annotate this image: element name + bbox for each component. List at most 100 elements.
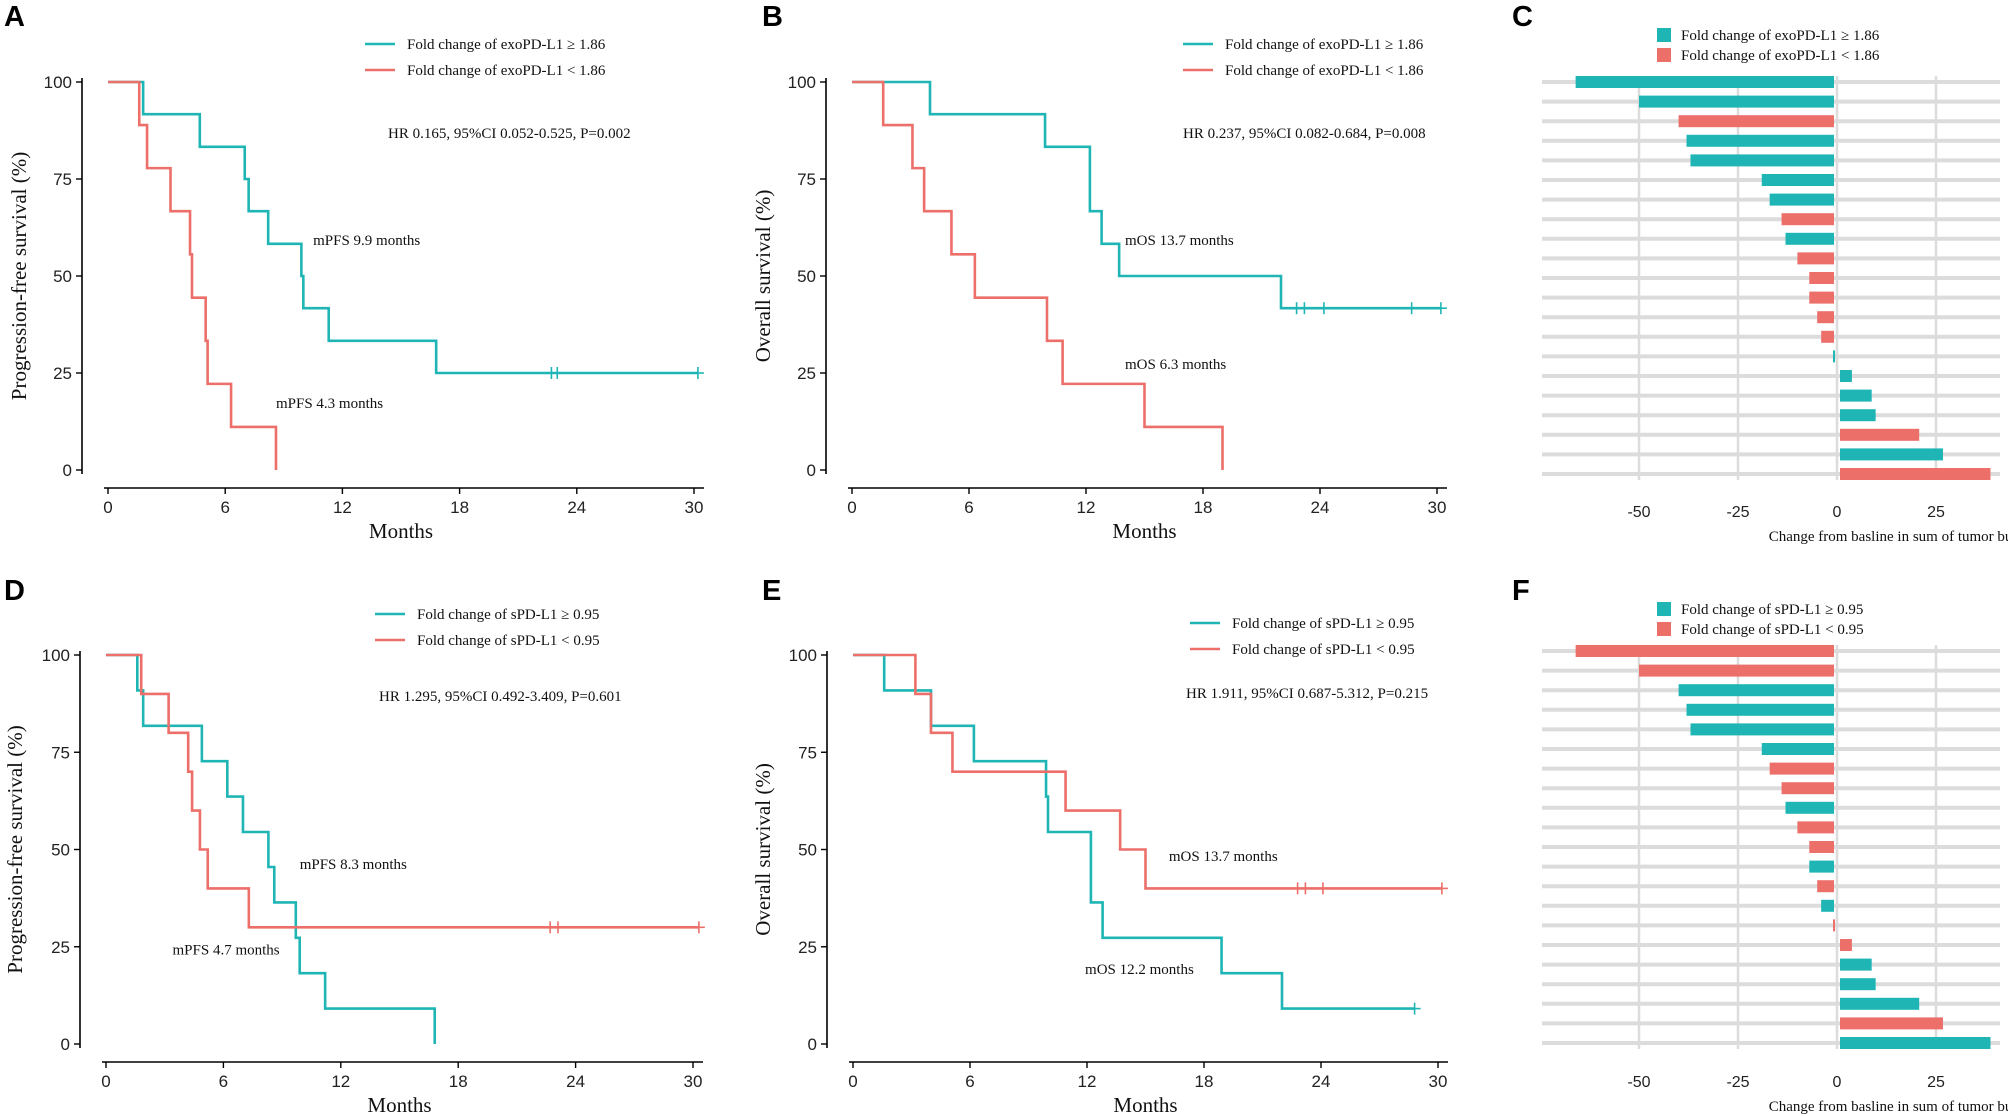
y-axis-label-e: Overall survival (%)	[751, 763, 775, 936]
x-tick-label-d: 0	[101, 1072, 110, 1091]
waterfall-bar-c	[1785, 232, 1834, 245]
panel-b: B 0 25 50 75 100 0 6 12 18 24 30 Months Overall surv…	[751, 1, 1447, 543]
hr-stats-d: HR 1.295, 95%CI 0.492-3.409, P=0.601	[379, 689, 622, 705]
km-curve-high-e	[853, 653, 1415, 1010]
waterfall-bar-c	[1840, 409, 1876, 422]
y-tick-label-a: 0	[63, 461, 72, 480]
x-tick-label-a: 12	[333, 498, 352, 517]
x-tick-label-e: 18	[1195, 1072, 1214, 1091]
median-annotation-d: mPFS 4.7 months	[173, 943, 280, 959]
legend-label-low-f: Fold change of sPD-L1 < 0.95	[1681, 622, 1864, 638]
waterfall-bar-c	[1821, 330, 1834, 343]
x-tick-label-b: 0	[847, 498, 856, 517]
y-axis-label-a: Progression-free survival (%)	[7, 152, 31, 400]
waterfall-bar-f	[1686, 703, 1834, 716]
x-tick-label-b: 12	[1077, 498, 1096, 517]
median-annotation-a: mPFS 9.9 months	[313, 233, 420, 249]
panel-e: E 0 25 50 75 100 0 6 12 18 24 30 Months Overall surv…	[751, 575, 1448, 1116]
x-tick-label-b: 18	[1194, 498, 1213, 517]
km-curve-low-a	[108, 80, 278, 470]
waterfall-bar-c	[1817, 311, 1834, 324]
waterfall-bar-f	[1761, 743, 1834, 755]
x-tick-label-f: 25	[1927, 1074, 1945, 1091]
waterfall-bar-f	[1769, 762, 1834, 775]
median-annotation-b: mOS 13.7 months	[1125, 233, 1234, 249]
x-tick-label-e: 12	[1078, 1072, 1097, 1091]
waterfall-bar-c	[1840, 448, 1943, 461]
waterfall-bar-c	[1833, 350, 1836, 363]
y-tick-label-b: 100	[788, 73, 816, 92]
waterfall-bar-c	[1686, 134, 1834, 147]
waterfall-bar-f	[1821, 899, 1834, 912]
waterfall-bar-f	[1797, 821, 1834, 834]
panel-c: C -50 -25 0 25 Change from basline in sum of…	[1512, 1, 2008, 545]
x-tick-label-e: 6	[965, 1072, 974, 1091]
hr-stats-a: HR 0.165, 95%CI 0.052-0.525, P=0.002	[388, 126, 631, 142]
x-tick-label-d: 24	[566, 1072, 585, 1091]
x-tick-label-d: 18	[449, 1072, 468, 1091]
panel-label-b: B	[762, 1, 783, 33]
x-tick-label-f: 0	[1833, 1074, 1842, 1091]
x-tick-label-d: 6	[219, 1072, 228, 1091]
x-tick-label-a: 30	[685, 498, 704, 517]
x-tick-label-e: 24	[1312, 1072, 1331, 1091]
median-annotation-e: mOS 12.2 months	[1085, 962, 1194, 978]
legend-label-high-f: Fold change of sPD-L1 ≥ 0.95	[1681, 602, 1863, 618]
waterfall-bar-f	[1840, 958, 1872, 971]
waterfall-bar-f	[1639, 664, 1834, 677]
panel-f: F -50 -25 0 25 Change from basline in sum of…	[1512, 575, 2008, 1115]
waterfall-bar-c	[1840, 389, 1872, 402]
waterfall-bar-c	[1678, 115, 1834, 128]
waterfall-bar-f	[1575, 645, 1834, 657]
x-tick-label-f: -25	[1726, 1074, 1749, 1091]
waterfall-bar-f	[1840, 978, 1876, 991]
waterfall-bar-c	[1639, 95, 1834, 108]
median-annotation-b: mOS 6.3 months	[1125, 357, 1226, 373]
waterfall-bar-f	[1840, 1017, 1943, 1030]
legend-label-low-a: Fold change of exoPD-L1 < 1.86	[407, 63, 606, 79]
waterfall-bar-c	[1781, 213, 1834, 226]
x-tick-label-e: 0	[848, 1072, 857, 1091]
waterfall-bar-f	[1840, 1037, 1991, 1049]
y-tick-label-d: 0	[61, 1035, 70, 1054]
hr-stats-e: HR 1.911, 95%CI 0.687-5.312, P=0.215	[1186, 686, 1428, 702]
panel-d: D 0 25 50 75 100 0 6 12 18 24 30 Months Progression-…	[3, 575, 705, 1116]
x-tick-label-a: 18	[450, 498, 469, 517]
legend-swatch-low-c	[1657, 48, 1671, 62]
panel-a: A 0 25 50 75 100 0 6 12 18 24 30 Months Progression-…	[4, 1, 704, 543]
legend-label-high-b: Fold change of exoPD-L1 ≥ 1.86	[1225, 37, 1424, 53]
x-tick-label-c: 0	[1833, 504, 1842, 521]
median-annotation-a: mPFS 4.3 months	[276, 396, 383, 412]
x-tick-label-e: 30	[1429, 1072, 1448, 1091]
legend-swatch-low-f	[1657, 622, 1671, 636]
y-tick-label-b: 75	[797, 170, 816, 189]
waterfall-bar-f	[1785, 801, 1834, 814]
waterfall-bar-f	[1678, 684, 1834, 697]
legend-label-high-e: Fold change of sPD-L1 ≥ 0.95	[1232, 616, 1414, 632]
x-axis-label-f: Change from basline in sum of tumor burd…	[1769, 1099, 2008, 1115]
x-axis-label-b: Months	[1112, 519, 1176, 543]
y-tick-label-b: 50	[797, 267, 816, 286]
y-tick-label-a: 25	[53, 364, 72, 383]
y-tick-label-e: 75	[798, 743, 817, 762]
y-tick-label-a: 75	[53, 170, 72, 189]
x-axis-label-d: Months	[367, 1093, 431, 1116]
km-curve-low-e	[853, 653, 1442, 890]
y-tick-label-e: 25	[798, 938, 817, 957]
y-tick-label-a: 50	[53, 267, 72, 286]
x-axis-label-c: Change from basline in sum of tumor burd…	[1769, 529, 2008, 545]
legend-label-low-b: Fold change of exoPD-L1 < 1.86	[1225, 63, 1424, 79]
y-tick-label-b: 25	[797, 364, 816, 383]
x-tick-label-d: 12	[331, 1072, 350, 1091]
waterfall-bar-c	[1761, 174, 1834, 186]
x-tick-label-b: 24	[1311, 498, 1330, 517]
panel-label-e: E	[762, 575, 781, 607]
y-tick-label-e: 50	[798, 841, 817, 860]
x-axis-label-a: Months	[369, 519, 433, 543]
waterfall-bar-f	[1840, 939, 1852, 951]
panel-label-a: A	[4, 1, 25, 33]
y-tick-label-d: 100	[42, 646, 70, 665]
waterfall-bar-c	[1797, 252, 1834, 265]
x-tick-label-a: 24	[567, 498, 586, 517]
